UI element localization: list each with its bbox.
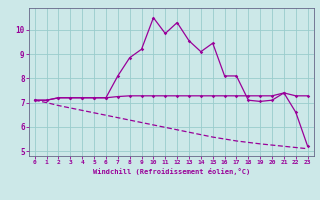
X-axis label: Windchill (Refroidissement éolien,°C): Windchill (Refroidissement éolien,°C): [92, 168, 250, 175]
